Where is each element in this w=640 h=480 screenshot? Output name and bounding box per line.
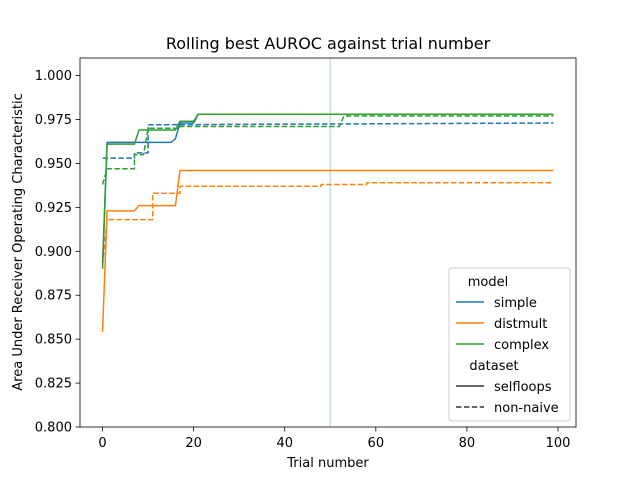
y-tick-label: 0.975 bbox=[35, 113, 72, 128]
legend-title-dataset: dataset bbox=[469, 359, 518, 374]
legend-label-complex: complex bbox=[494, 338, 549, 353]
legend: model simple distmult complex dataset se… bbox=[448, 267, 571, 422]
y-tick-label: 0.875 bbox=[35, 289, 72, 304]
legend-label-distmult: distmult bbox=[494, 317, 547, 332]
y-axis-label: Area Under Receiver Operating Characteri… bbox=[11, 93, 26, 390]
series-line-complex-selfloops bbox=[101, 113, 554, 269]
axes-frame bbox=[79, 57, 577, 428]
series-line-distmult-non-naive bbox=[101, 182, 554, 266]
legend-frame bbox=[448, 267, 571, 422]
y-tick-label: 0.925 bbox=[35, 201, 72, 216]
x-tick-label: 20 bbox=[185, 436, 202, 451]
plot-area: 0 20 40 60 80 100 0.800 0.825 0.850 0.875 0.900 0.9… bbox=[35, 57, 577, 451]
legend-title-model: model bbox=[468, 275, 508, 290]
legend-label-simple: simple bbox=[494, 296, 537, 311]
x-tick-label: 60 bbox=[368, 436, 385, 451]
x-tick-label: 0 bbox=[98, 436, 106, 451]
legend-label-selfloops: selfloops bbox=[494, 380, 552, 395]
x-tick-label: 100 bbox=[546, 436, 571, 451]
x-tick-label: 80 bbox=[459, 436, 476, 451]
series-line-simple-non-naive bbox=[102, 122, 554, 159]
y-tick-label: 0.800 bbox=[35, 421, 72, 436]
series-line-distmult-selfloops bbox=[101, 169, 554, 333]
x-axis-label: Trial number bbox=[286, 456, 369, 471]
x-tick-label: 40 bbox=[276, 436, 293, 451]
y-tick-label: 0.825 bbox=[35, 377, 72, 392]
y-tick-label: 1.000 bbox=[35, 69, 72, 84]
chart-title: Rolling best AUROC against trial number bbox=[166, 34, 491, 53]
y-tick-label: 0.900 bbox=[35, 245, 72, 260]
series-line-simple-selfloops bbox=[101, 113, 554, 264]
legend-label-non-naive: non-naive bbox=[494, 401, 559, 416]
series-line-complex-non-naive bbox=[101, 115, 554, 185]
y-tick-label: 0.950 bbox=[35, 157, 72, 172]
y-tick-label: 0.850 bbox=[35, 333, 72, 348]
